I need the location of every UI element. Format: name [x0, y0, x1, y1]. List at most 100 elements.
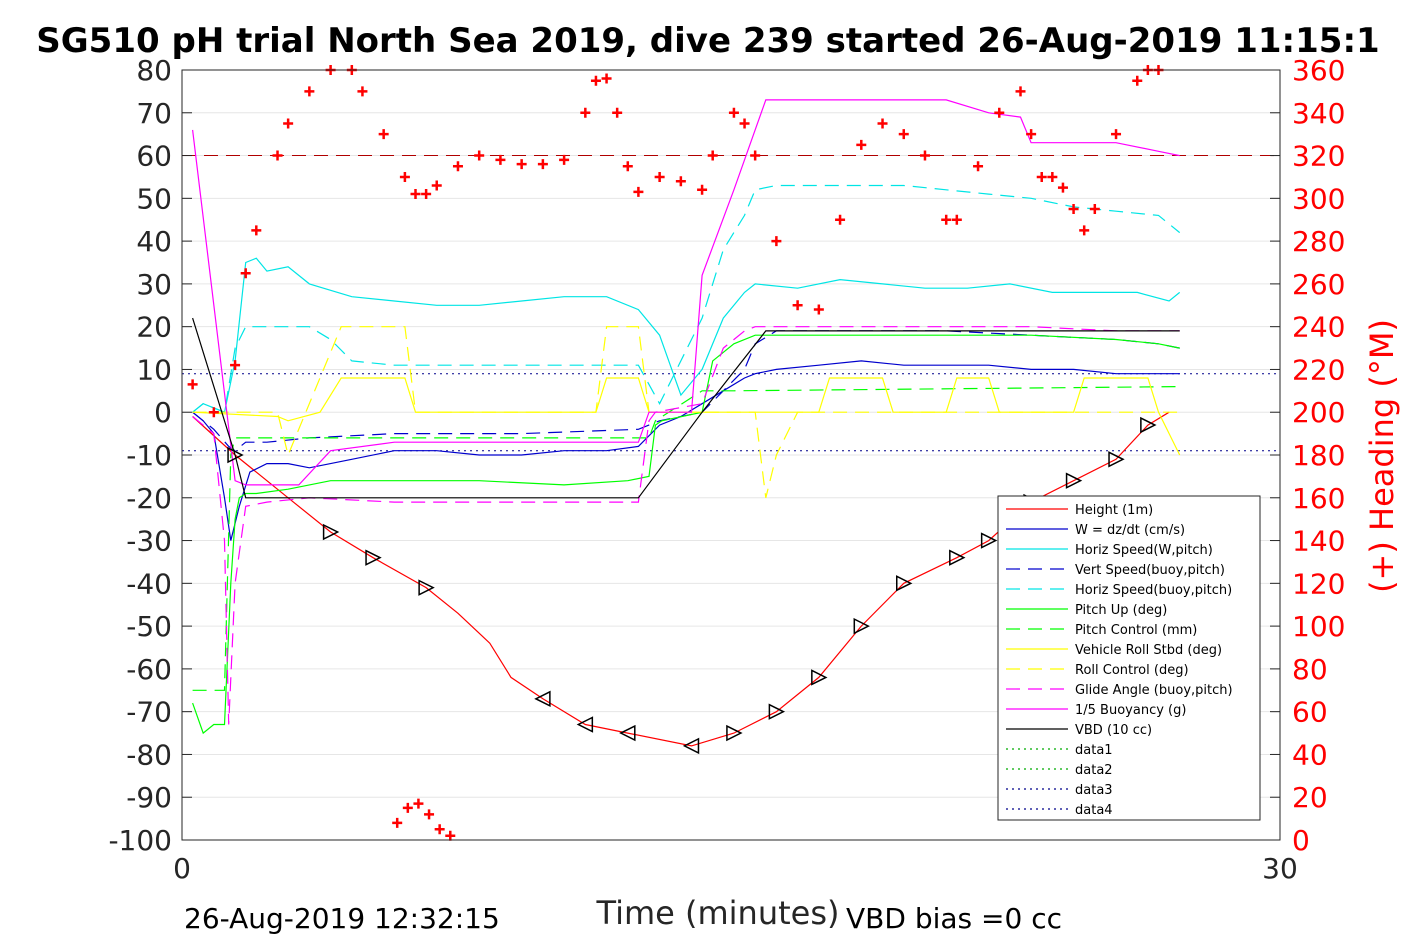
heading-point	[1026, 129, 1037, 140]
heading-point	[1057, 182, 1068, 193]
y-tick-label: -70	[126, 696, 172, 729]
y-tick-label: 70	[136, 97, 172, 130]
x-tick-label: 30	[1262, 852, 1298, 885]
height-marker	[534, 690, 551, 708]
y-tick-label: 40	[136, 225, 172, 258]
heading-point	[1047, 171, 1058, 182]
height-marker	[418, 579, 435, 596]
legend-label: Vert Speed(buoy,pitch)	[1075, 563, 1225, 578]
height-marker	[949, 549, 966, 566]
heading-point	[771, 236, 782, 247]
legend-label: Pitch Up (deg)	[1075, 603, 1167, 618]
right-axis-label: (+) Heading (°M)	[1363, 319, 1401, 593]
heading-point	[304, 86, 315, 97]
heading-point	[580, 107, 591, 118]
heading-point	[877, 118, 888, 129]
series-line-8	[192, 326, 1180, 498]
heading-point	[1132, 75, 1143, 86]
heading-point	[856, 139, 867, 150]
heading-point	[622, 161, 633, 172]
x-axis-ticks: 0 30	[173, 830, 1298, 885]
series-line-6	[192, 386, 1180, 691]
y-tick-label: -80	[126, 738, 172, 771]
right-tick-label: 100	[1292, 610, 1345, 643]
height-marker	[619, 724, 636, 742]
x-axis-label: Time (minutes)	[596, 894, 840, 932]
y-tick-label: -60	[126, 653, 172, 686]
heading-point	[251, 225, 262, 236]
legend-label: Pitch Control (mm)	[1075, 623, 1197, 638]
series-line-1	[192, 360, 1180, 541]
height-marker	[1108, 451, 1125, 468]
heading-point	[612, 107, 623, 118]
right-tick-label: 40	[1292, 738, 1328, 771]
right-tick-label: 20	[1292, 781, 1328, 814]
heading-point	[941, 214, 952, 225]
heading-point	[445, 830, 456, 841]
legend-label: data2	[1075, 763, 1113, 778]
legend-label: data3	[1075, 783, 1113, 798]
series-line-2	[192, 257, 1181, 414]
right-tick-label: 160	[1292, 482, 1345, 515]
heading-point	[402, 802, 413, 813]
heading-point	[951, 214, 962, 225]
heading-point	[272, 150, 283, 161]
right-tick-label: 320	[1292, 140, 1345, 173]
heading-point	[537, 159, 548, 170]
legend-label: Vehicle Roll Stbd (deg)	[1075, 643, 1222, 658]
height-marker	[576, 716, 594, 733]
y-tick-label: 50	[136, 182, 172, 215]
series-line-7	[192, 377, 1181, 456]
heading-point	[973, 161, 984, 172]
reference-lines	[182, 155, 1280, 452]
series-line-4	[192, 184, 1181, 414]
heading-point	[431, 180, 442, 191]
right-tick-label: 200	[1292, 396, 1345, 429]
heading-point	[452, 161, 463, 172]
series-line-9	[192, 326, 1180, 725]
heading-point	[399, 171, 410, 182]
right-tick-label: 220	[1292, 353, 1345, 386]
heading-point	[898, 129, 909, 140]
heading-point	[424, 809, 435, 820]
heading-point	[750, 150, 761, 161]
heading-point	[707, 150, 718, 161]
legend-label: Roll Control (deg)	[1075, 663, 1189, 678]
y-tick-label: -50	[126, 610, 172, 643]
right-tick-label: 340	[1292, 97, 1345, 130]
height-marker	[1065, 472, 1083, 489]
legend-label: data4	[1075, 803, 1113, 818]
heading-point	[813, 304, 824, 315]
footer-timestamp: 26-Aug-2019 12:32:15	[184, 902, 500, 935]
right-tick-label: 0	[1292, 824, 1310, 857]
y-tick-label: 0	[154, 396, 172, 429]
heading-point	[1068, 204, 1079, 215]
y-tick-label: -20	[126, 482, 172, 515]
heading-point	[1015, 86, 1026, 97]
height-markers	[227, 416, 1157, 755]
chart-title: SG510 pH trial North Sea 2019, dive 239 …	[36, 21, 1379, 61]
heading-point	[728, 107, 739, 118]
y-tick-label: 10	[136, 353, 172, 386]
y-tick-label: -30	[126, 525, 172, 558]
y-tick-label: -10	[126, 439, 172, 472]
footer-vbd-bias: VBD bias =0 cc	[846, 902, 1062, 935]
heading-point	[633, 186, 644, 197]
y-tick-label: 80	[136, 54, 172, 87]
legend-label: Height (1m)	[1075, 503, 1153, 518]
heading-point	[739, 118, 750, 129]
heading-point	[559, 154, 570, 165]
y-tick-label: -40	[126, 567, 172, 600]
legend-label: Horiz Speed(buoy,pitch)	[1075, 583, 1232, 598]
right-tick-label: 120	[1292, 567, 1345, 600]
height-marker	[896, 575, 913, 592]
legend-box	[997, 495, 1261, 821]
y-tick-label: 60	[136, 140, 172, 173]
legend-label: VBD (10 cc)	[1075, 723, 1152, 738]
heading-point	[410, 189, 421, 200]
right-tick-label: 140	[1292, 525, 1345, 558]
y-tick-label: 30	[136, 268, 172, 301]
right-tick-label: 180	[1292, 439, 1345, 472]
height-marker	[322, 523, 340, 541]
heading-point	[283, 118, 294, 129]
